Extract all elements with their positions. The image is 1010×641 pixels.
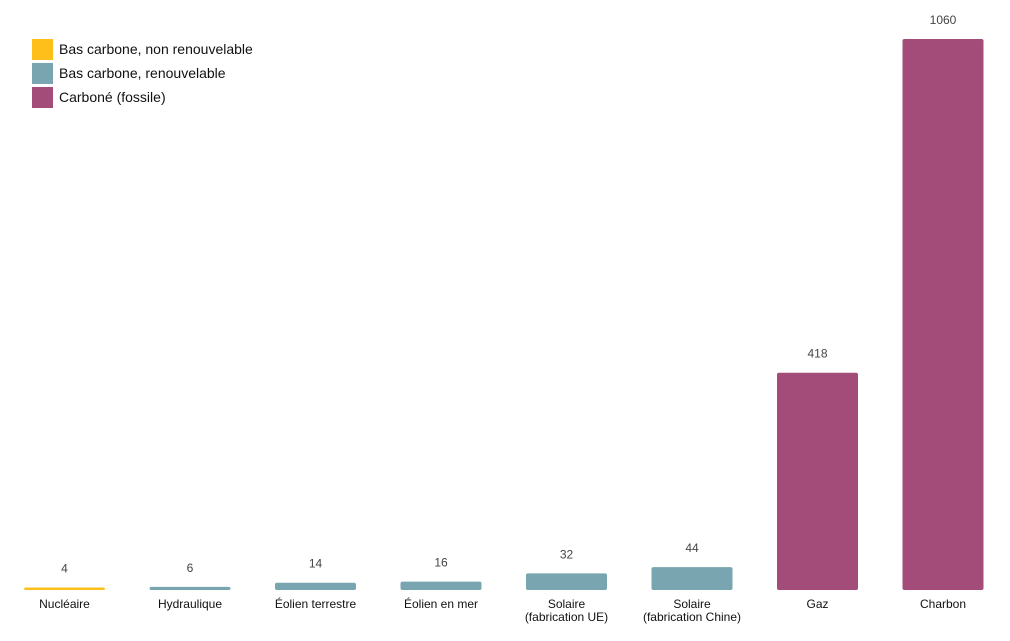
category-label-line: Nucléaire <box>39 597 90 611</box>
value-label-hydraulique: 6 <box>187 561 194 575</box>
bar-solaire-fabrication-ue <box>526 573 607 590</box>
bar-hydraulique <box>149 586 231 590</box>
bar-gaz <box>777 372 858 590</box>
legend-label-fossil: Carboné (fossile) <box>59 89 166 105</box>
category-label-nucleaire: Nucléaire <box>39 597 90 611</box>
value-label-solaire-fabrication-chine: 44 <box>685 541 699 555</box>
bar-eolien-terrestre <box>275 582 356 590</box>
category-label-hydraulique: Hydraulique <box>158 597 222 611</box>
category-label-charbon: Charbon <box>920 597 966 611</box>
legend-item-renewable: Bas carbone, renouvelable <box>32 61 253 85</box>
value-label-gaz: 418 <box>807 347 827 361</box>
legend-item-fossil: Carboné (fossile) <box>32 85 253 109</box>
legend-label-renewable: Bas carbone, renouvelable <box>59 65 226 81</box>
legend-swatch-renewable <box>32 62 53 84</box>
category-label-line: Éolien terrestre <box>275 596 357 611</box>
bar-solaire-fabrication-chine <box>651 567 733 590</box>
category-label-solaire-fabrication-chine: Solaire (fabrication Chine) <box>643 597 741 624</box>
category-label-line: Charbon <box>920 597 966 611</box>
category-label-line: (fabrication Chine) <box>643 610 741 624</box>
category-label-gaz: Gaz <box>806 597 828 611</box>
category-label-line: Gaz <box>806 597 828 611</box>
legend-swatch-nuclear <box>32 38 53 60</box>
value-label-eolien-terrestre: 14 <box>309 557 323 571</box>
category-label-line: Hydraulique <box>158 597 222 611</box>
value-label-solaire-fabrication-ue: 32 <box>560 547 574 561</box>
category-label-solaire-fabrication-ue: Solaire (fabrication UE) <box>525 597 608 624</box>
value-label-nucleaire: 4 <box>61 562 68 576</box>
legend-label-nuclear: Bas carbone, non renouvelable <box>59 41 253 57</box>
value-label-charbon: 1060 <box>930 13 957 27</box>
legend-swatch-fossil <box>32 86 53 108</box>
category-label-line: Solaire <box>673 597 711 611</box>
bar-eolien-en-mer <box>400 581 482 590</box>
legend: Bas carbone, non renouvelable Bas carbon… <box>32 37 253 109</box>
category-label-line: Solaire <box>548 597 586 611</box>
category-label-eolien-terrestre: Éolien terrestre <box>275 596 357 611</box>
bar-nucleaire <box>24 587 105 590</box>
value-label-eolien-en-mer: 16 <box>434 556 448 570</box>
category-label-line: (fabrication UE) <box>525 610 608 624</box>
category-label-eolien-en-mer: Éolien en mer <box>404 596 478 611</box>
category-label-line: Éolien en mer <box>404 596 478 611</box>
legend-item-nuclear: Bas carbone, non renouvelable <box>32 37 253 61</box>
bar-charbon <box>902 39 984 590</box>
